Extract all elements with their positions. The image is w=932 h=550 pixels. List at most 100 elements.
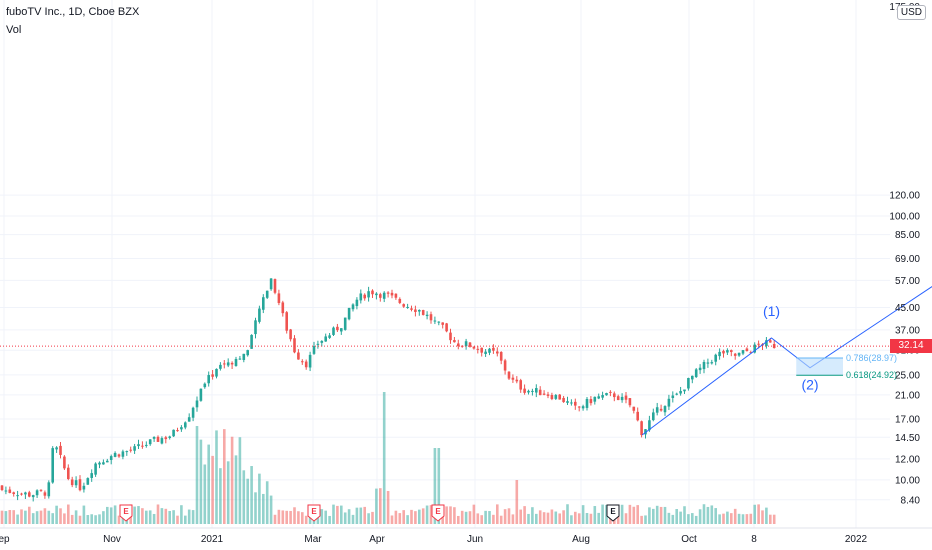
volume-bar xyxy=(164,508,168,524)
volume-bar xyxy=(386,490,390,524)
candle-body xyxy=(531,390,534,392)
volume-bar xyxy=(671,514,675,524)
candle-body xyxy=(343,317,347,330)
volume-bar xyxy=(277,509,281,524)
candle-body xyxy=(254,320,257,335)
earnings-marker-shape xyxy=(119,504,133,522)
volume-bar xyxy=(35,511,39,524)
volume-bar xyxy=(258,473,261,524)
candle-body xyxy=(679,390,682,394)
volume-bar xyxy=(215,430,218,524)
candle-body xyxy=(28,492,31,497)
volume-bar xyxy=(98,514,101,524)
candle-body xyxy=(414,309,417,312)
volume-bar xyxy=(410,509,413,524)
candle-body xyxy=(714,354,717,362)
candle-body xyxy=(737,352,741,356)
volume-bar xyxy=(371,511,374,524)
volume-bar xyxy=(82,505,86,524)
candle-body xyxy=(203,383,207,388)
volume-bar xyxy=(55,505,58,524)
candle-body xyxy=(519,380,522,390)
time-tick-label: 8 xyxy=(751,534,757,545)
volume-bar xyxy=(710,505,714,524)
volume-bar xyxy=(749,513,753,524)
candle-body xyxy=(316,343,320,345)
candle-body xyxy=(234,358,238,366)
volume-bar xyxy=(113,505,117,524)
volume-bar xyxy=(332,504,335,524)
volume-bar xyxy=(730,513,733,524)
candle-body xyxy=(211,374,214,377)
earnings-marker-label: E xyxy=(311,507,317,516)
volume-bar xyxy=(628,504,632,524)
volume-bar xyxy=(550,509,554,524)
candle-body xyxy=(558,394,561,400)
candle-body xyxy=(691,375,694,380)
candle-body xyxy=(394,293,398,298)
volume-bar xyxy=(679,511,682,524)
time-tick-label: Mar xyxy=(304,534,322,545)
candle-body xyxy=(12,492,15,495)
candle-body xyxy=(663,406,667,413)
volume-bar xyxy=(86,515,90,524)
candle-body xyxy=(605,392,608,396)
volume-bar xyxy=(347,509,351,524)
volume-bar xyxy=(772,514,776,524)
candle-body xyxy=(35,490,39,496)
volume-bar xyxy=(51,513,54,524)
candle-body xyxy=(698,367,702,371)
volume-bar xyxy=(160,508,164,524)
candle-body xyxy=(757,343,760,345)
candle-body xyxy=(472,346,476,349)
price-tick-label: 85.00 xyxy=(895,230,920,241)
candle-body xyxy=(215,368,218,377)
candle-body xyxy=(624,395,628,400)
volume-bar xyxy=(757,504,760,524)
wave-label: (2) xyxy=(801,377,818,393)
candle-body xyxy=(609,391,612,393)
price-tick-label: 21.00 xyxy=(895,390,920,401)
candle-body xyxy=(601,395,604,398)
currency-button[interactable]: USD xyxy=(896,5,926,20)
volume-bar xyxy=(359,507,363,524)
candle-body xyxy=(488,348,491,353)
volume-bar xyxy=(117,515,121,524)
price-tick-label: 8.40 xyxy=(901,495,921,506)
volume-bar xyxy=(238,437,242,524)
price-tick-label: 120.00 xyxy=(889,191,920,202)
candle-body xyxy=(226,362,230,366)
candle-body xyxy=(433,320,437,322)
volume-bar xyxy=(558,513,561,524)
candle-body xyxy=(667,398,671,407)
volume-bar xyxy=(398,513,402,524)
candle-body xyxy=(184,422,187,428)
candle-body xyxy=(425,314,429,317)
candle-body xyxy=(164,437,168,440)
candle-body xyxy=(375,293,378,296)
candle-body xyxy=(199,388,203,401)
candle-body xyxy=(113,452,117,457)
volume-bar xyxy=(281,510,285,524)
candle-body xyxy=(527,390,530,393)
volume-indicator-label[interactable]: Vol xyxy=(6,24,22,36)
candle-body xyxy=(726,350,729,353)
candle-body xyxy=(429,314,433,321)
volume-bar xyxy=(414,511,417,524)
candle-body xyxy=(74,480,78,486)
volume-bar xyxy=(648,507,651,524)
volume-bar xyxy=(691,513,694,524)
volume-bar xyxy=(187,509,191,524)
symbol-title[interactable]: fuboTV Inc., 1D, Cboe BZX xyxy=(6,6,140,18)
candle-body xyxy=(277,293,281,304)
volume-bar xyxy=(515,480,519,524)
volume-bar xyxy=(476,513,480,524)
last-price-tag: 32.14 xyxy=(890,339,932,354)
volume-bar xyxy=(538,510,542,524)
candle-body xyxy=(437,321,441,323)
volume-bar xyxy=(363,506,366,524)
volume-bar xyxy=(597,512,600,524)
volume-bar xyxy=(499,515,503,524)
volume-bar xyxy=(418,509,421,524)
